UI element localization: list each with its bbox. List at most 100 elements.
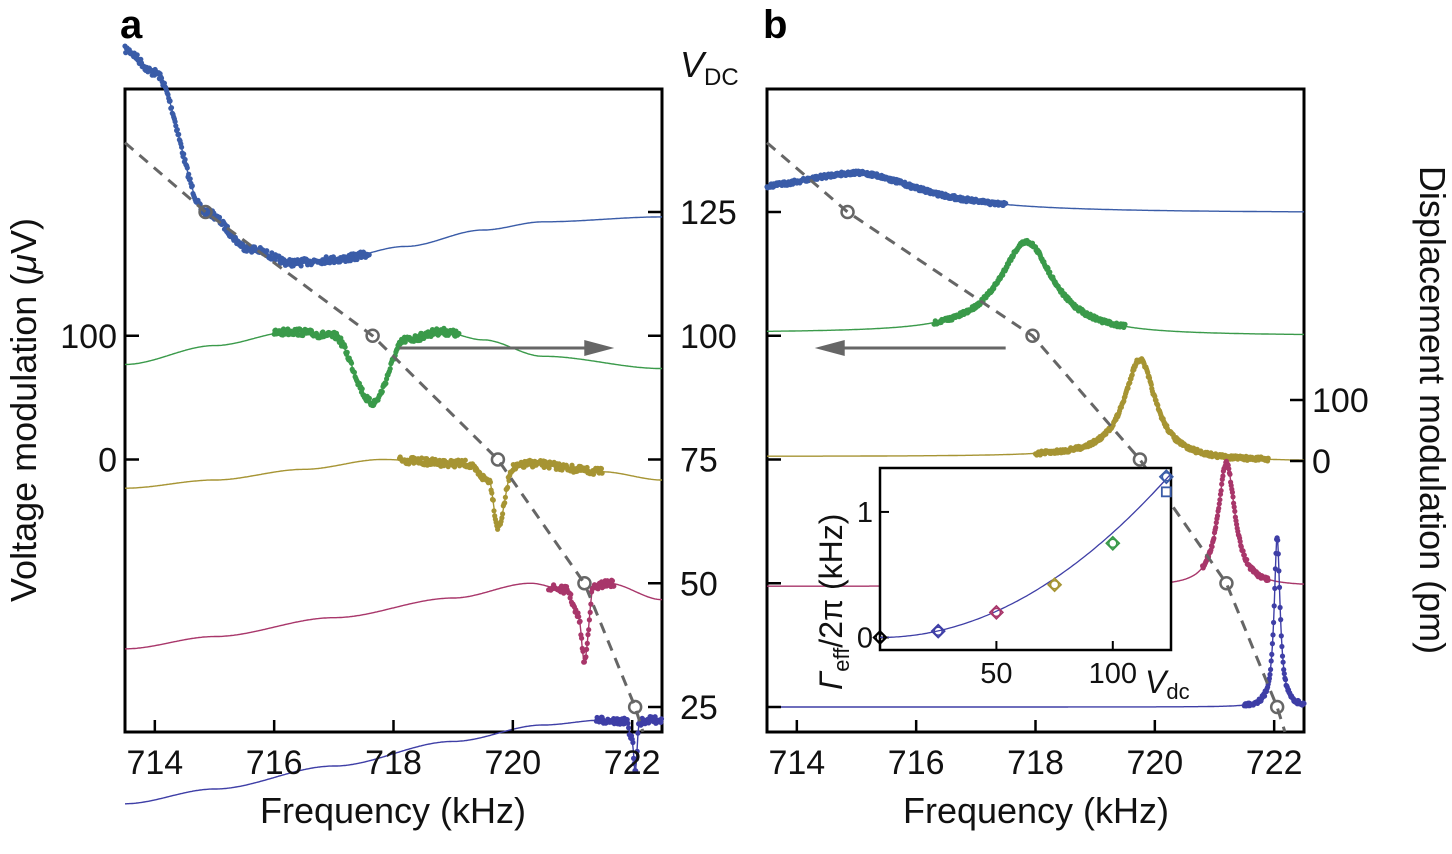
data-point-vdc-25 (1276, 584, 1283, 591)
resonance-marker (365, 328, 380, 343)
data-point-vdc-25 (1271, 603, 1277, 609)
resonance-marker (198, 204, 213, 220)
data-point-vdc-50 (1214, 513, 1221, 519)
data-point-vdc-25 (1268, 666, 1274, 673)
data-point-vdc-50 (568, 591, 574, 597)
data-point-vdc-50 (588, 601, 594, 607)
data-point-vdc-25 (633, 756, 640, 762)
arrow-right-head (584, 340, 615, 356)
data-point-vdc-25 (658, 716, 665, 722)
data-point-vdc-100 (434, 326, 440, 332)
inset-frame (878, 466, 1173, 652)
data-point-vdc-75 (1155, 402, 1161, 408)
data-point-vdc-75 (502, 500, 508, 506)
data-point-vdc-25 (634, 748, 640, 755)
panel-a-axes: 714 716 718 720 722 0 100 25 50 75 100 125 (60, 194, 736, 782)
data-point-vdc-75 (556, 461, 562, 467)
y2-tick-label: 100 (1312, 382, 1369, 420)
inset-y-tick-label: 1 (857, 497, 873, 529)
data-point-vdc-25 (1279, 643, 1285, 650)
x-tick-label: 722 (604, 744, 661, 782)
inset-point-circle (875, 632, 885, 643)
resonance-marker (1269, 699, 1285, 715)
y2-tick-label: 125 (680, 194, 737, 232)
data-point-vdc-25 (1272, 585, 1278, 592)
data-point-vdc-125 (264, 248, 270, 254)
resonance-marker (1025, 328, 1040, 343)
panel-a-curves (122, 43, 665, 805)
panel-b-curves (764, 141, 1307, 733)
inset-y-tick-label: 0 (857, 622, 873, 654)
inset-ylabel: Γeff/2π (kHz) (813, 514, 854, 690)
data-point-vdc-50 (1219, 481, 1225, 487)
inset-x-tick-label: 50 (980, 658, 1012, 690)
panel-b-inset: 50 100 0 1 Vdc Γeff/2π (kHz) (813, 466, 1190, 704)
data-point-vdc-125 (187, 176, 193, 182)
x-tick-label: 716 (888, 744, 945, 782)
data-point-vdc-50 (576, 614, 582, 620)
data-point-vdc-100 (383, 380, 389, 387)
data-point-vdc-125 (216, 214, 223, 220)
data-point-vdc-50 (561, 590, 567, 596)
x-tick-label: 716 (246, 744, 303, 782)
panel-a-label: a (120, 3, 143, 47)
data-point-vdc-75 (491, 508, 497, 514)
data-point-vdc-125 (181, 151, 187, 157)
inset-fit-line (880, 473, 1172, 639)
fit-line-vdc-25 (767, 535, 1305, 708)
inset-content: 50 100 0 1 (857, 469, 1174, 690)
data-point-vdc-50 (1211, 535, 1217, 541)
data-point-vdc-25 (1278, 633, 1284, 639)
inset-x-tick-label: 100 (1089, 658, 1137, 690)
data-point-vdc-125 (182, 156, 188, 163)
data-point-vdc-25 (631, 760, 637, 767)
data-point-vdc-75 (546, 465, 552, 471)
data-point-vdc-75 (542, 459, 549, 465)
data-point-vdc-100 (359, 386, 365, 392)
data-point-vdc-50 (1209, 544, 1215, 550)
fit-line-vdc-100 (125, 330, 663, 404)
data-point-vdc-125 (186, 171, 192, 177)
panel-b-ylabel: Displacement modulation (pm) (1412, 166, 1452, 654)
fit-line-vdc-25 (125, 719, 662, 805)
resonance-marker (577, 576, 592, 591)
data-point-vdc-50 (1231, 504, 1237, 510)
data-point-vdc-25 (625, 720, 631, 726)
inset-point-circle (1049, 579, 1060, 590)
data-point-vdc-75 (490, 497, 496, 503)
data-point-vdc-50 (1218, 488, 1224, 494)
panel-b: b 714 716 718 720 722 0 100 Frequency (kHz) Di… (763, 3, 1452, 831)
resonance-marker (840, 204, 855, 220)
data-point-vdc-75 (489, 490, 495, 496)
resonance-dashed-curve-a (124, 141, 645, 733)
data-point-vdc-75 (505, 484, 511, 491)
data-point-vdc-25 (1278, 617, 1284, 623)
data-point-vdc-125 (189, 183, 195, 189)
data-point-vdc-125 (176, 131, 182, 137)
data-point-vdc-50 (577, 618, 583, 624)
data-point-vdc-50 (1227, 471, 1233, 477)
data-point-vdc-100 (366, 395, 372, 401)
data-point-vdc-25 (1271, 619, 1277, 626)
data-point-vdc-50 (1216, 505, 1222, 511)
data-point-vdc-75 (1129, 372, 1135, 378)
arrow-left-head (814, 340, 845, 356)
data-point-vdc-50 (1213, 520, 1219, 526)
data-point-vdc-75 (598, 466, 605, 472)
resonance-marker (490, 452, 506, 467)
data-point-vdc-50 (587, 609, 593, 616)
data-point-vdc-100 (344, 349, 350, 355)
data-point-vdc-125 (174, 127, 180, 133)
data-point-vdc-25 (1301, 700, 1307, 707)
data-point-vdc-100 (1122, 321, 1128, 327)
inset-point-circle (933, 626, 943, 636)
data-point-vdc-125 (366, 252, 372, 258)
data-point-vdc-100 (348, 360, 355, 366)
data-point-vdc-50 (1217, 497, 1223, 503)
data-point-vdc-25 (1269, 651, 1275, 658)
data-point-vdc-50 (1213, 524, 1219, 531)
data-point-vdc-50 (581, 659, 588, 665)
data-point-vdc-25 (626, 725, 632, 731)
y2-tick-label: 25 (680, 689, 718, 727)
x-tick-label: 722 (1246, 744, 1303, 782)
